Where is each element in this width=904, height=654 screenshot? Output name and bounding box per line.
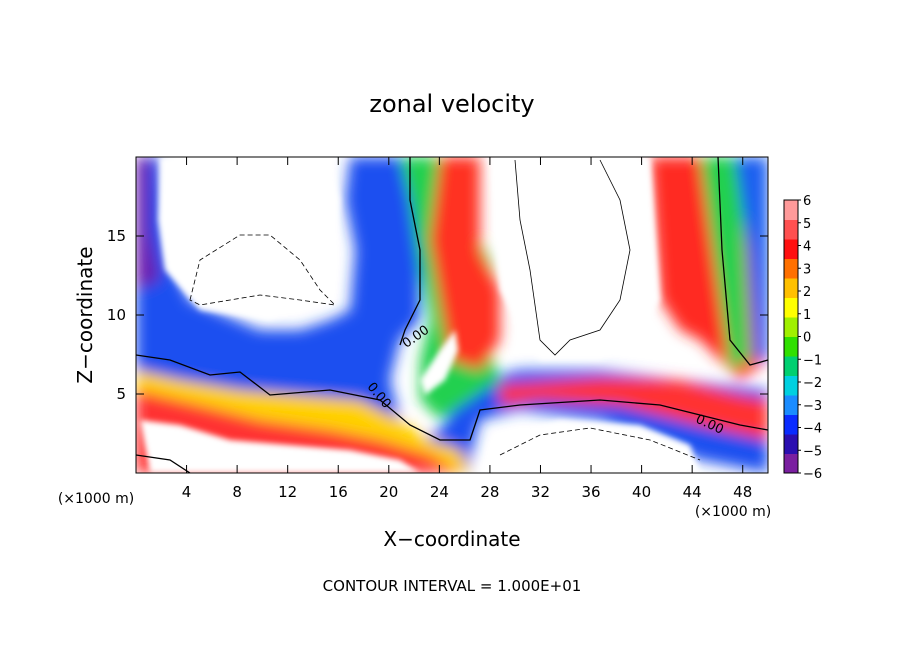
x-axis: 4 8 12 16 20 24 28 32 36 40 44 48	[182, 157, 752, 501]
x-axis-label: X−coordinate	[383, 527, 520, 551]
colorbar-tick-label: 6	[803, 194, 811, 209]
contour-zero-center	[399, 157, 421, 346]
plot-area: 0.00 0.00 0.00	[135, 156, 769, 474]
x-tick-label: 40	[632, 483, 651, 501]
x-tick-label: 28	[480, 483, 499, 501]
x-tick-label: 24	[430, 483, 449, 501]
colorbar-swatch	[784, 219, 798, 240]
x-unit-right: (×1000 m)	[695, 504, 771, 520]
field-white-lower-left	[140, 420, 420, 473]
field-white-lower-right	[480, 420, 700, 473]
field-white-island	[420, 330, 458, 395]
colorbar-swatch	[784, 200, 798, 220]
x-tick-label: 44	[683, 483, 702, 501]
colorbar-swatch	[784, 453, 798, 474]
field-white-upper-middle	[490, 157, 660, 360]
colorbar-tick-label: −1	[803, 353, 822, 368]
colorbar-swatch	[784, 395, 798, 415]
colorbar-tick-label: −2	[803, 376, 822, 391]
colorbar-tick-label: −4	[803, 422, 822, 437]
contour-zero-lower	[136, 354, 768, 441]
x-tick-label: 12	[278, 483, 297, 501]
colorbar-tick-label: 2	[803, 285, 811, 300]
colorbar: 6 5 4 3 2 1 0 −1 −2 −3 −4 −5 −6	[783, 194, 822, 482]
colorbar-swatch	[784, 297, 798, 318]
colorbar-swatch	[784, 258, 798, 279]
velocity-field	[136, 157, 768, 473]
x-tick-label: 20	[379, 483, 398, 501]
colorbar-tick-label: −5	[803, 444, 822, 459]
field-region-lower-right	[500, 378, 768, 440]
y-axis-label: Z−coordinate	[73, 246, 97, 383]
contour-zero-bottom	[136, 454, 191, 473]
colorbar-tick-label: −6	[803, 467, 822, 482]
contour-zero-right	[717, 157, 768, 366]
colorbar-swatch	[784, 239, 798, 259]
x-tick-label: 16	[329, 483, 348, 501]
colorbar-tick-label: −3	[803, 399, 822, 414]
colorbar-swatch	[784, 356, 798, 376]
y-tick-label: 15	[107, 227, 126, 245]
colorbar-swatch	[784, 336, 798, 357]
y-tick-label: 5	[116, 385, 126, 403]
contour-negative-upper-left	[189, 234, 337, 306]
chart-title: zonal velocity	[369, 90, 534, 118]
colorbar-swatch	[784, 375, 798, 396]
y-axis: 5 10 15	[107, 227, 768, 403]
x-tick-label: 48	[733, 483, 752, 501]
colorbar-swatch	[784, 414, 798, 435]
x-tick-label: 36	[581, 483, 600, 501]
colorbar-tick-label: 1	[803, 308, 811, 323]
x-unit-left: (×1000 m)	[58, 491, 134, 507]
colorbar-swatch	[784, 278, 798, 298]
colorbar-tick-label: 3	[803, 262, 811, 277]
x-tick-label: 8	[232, 483, 242, 501]
field-region-right-blue	[735, 157, 768, 360]
y-tick-label: 10	[107, 306, 126, 324]
field-region-central-core	[430, 157, 500, 370]
colorbar-tick-label: 4	[803, 240, 811, 255]
field-region-left-edge	[136, 157, 160, 290]
colorbar-tick-label: 0	[803, 331, 811, 346]
contour-interval-footer: CONTOUR INTERVAL = 1.000E+01	[323, 577, 582, 595]
contour-positive-middle	[514, 159, 631, 356]
x-tick-label: 32	[531, 483, 550, 501]
field-region-right-green	[700, 157, 750, 370]
field-white-upper-left	[158, 157, 340, 320]
colorbar-tick-label: 5	[803, 217, 811, 232]
colorbar-swatch	[784, 434, 798, 454]
x-tick-label: 4	[182, 483, 192, 501]
colorbar-swatch	[784, 317, 798, 337]
